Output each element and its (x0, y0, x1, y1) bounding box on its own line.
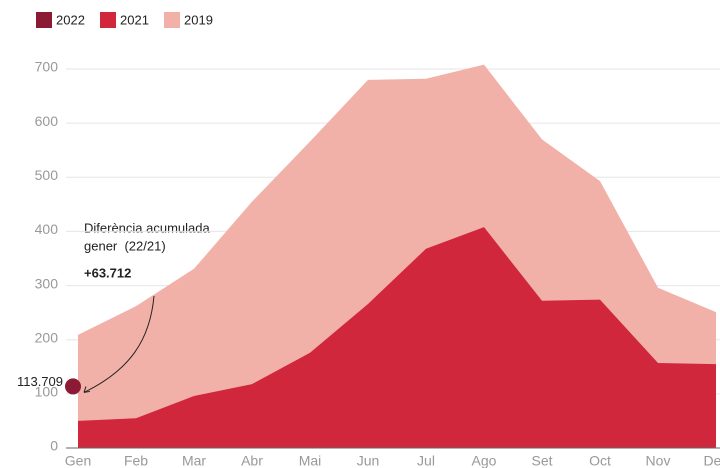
annotation: Diferència acumulada (84, 220, 211, 235)
x-tick-label: Oct (589, 453, 611, 468)
legend-label: 2019 (184, 12, 213, 27)
annotation-arrow (83, 295, 155, 393)
y-tick-label: 300 (35, 275, 59, 291)
x-tick-label: Gen (65, 453, 91, 468)
y-tick-label: 500 (35, 167, 59, 183)
x-tick-label: Set (531, 453, 552, 468)
x-tick-label: Mai (299, 453, 322, 468)
y-tick-label: 400 (35, 221, 59, 237)
arrow-head (83, 386, 91, 393)
x-tick-label: Nov (646, 453, 671, 468)
y-tick-label: 600 (35, 113, 59, 129)
y-tick-label: 700 (35, 59, 59, 75)
y-tick-label: 200 (35, 329, 59, 345)
x-tick-label: Jul (417, 453, 435, 468)
point (65, 378, 81, 395)
legend-label: 2021 (120, 12, 149, 27)
x-tick-label: Feb (124, 453, 148, 468)
legend-swatch (36, 12, 52, 28)
x-tick-label: Mar (182, 453, 206, 468)
y-tick-label: 0 (50, 438, 58, 454)
x-tick-label: Ago (472, 453, 497, 468)
value-label: 113.709 (17, 374, 63, 389)
x-tick-label: Des (704, 453, 720, 468)
x-tick-label: Abr (241, 453, 263, 468)
y-tick-label: 100 (35, 384, 59, 400)
area (78, 227, 716, 448)
legend-swatch (100, 12, 116, 28)
legend-swatch (164, 12, 180, 28)
legend-label: 2022 (56, 12, 85, 27)
x-tick-label: Jun (357, 453, 380, 468)
annotation: gener (22/21) (84, 238, 166, 253)
annotation: +63.712 (84, 265, 131, 280)
